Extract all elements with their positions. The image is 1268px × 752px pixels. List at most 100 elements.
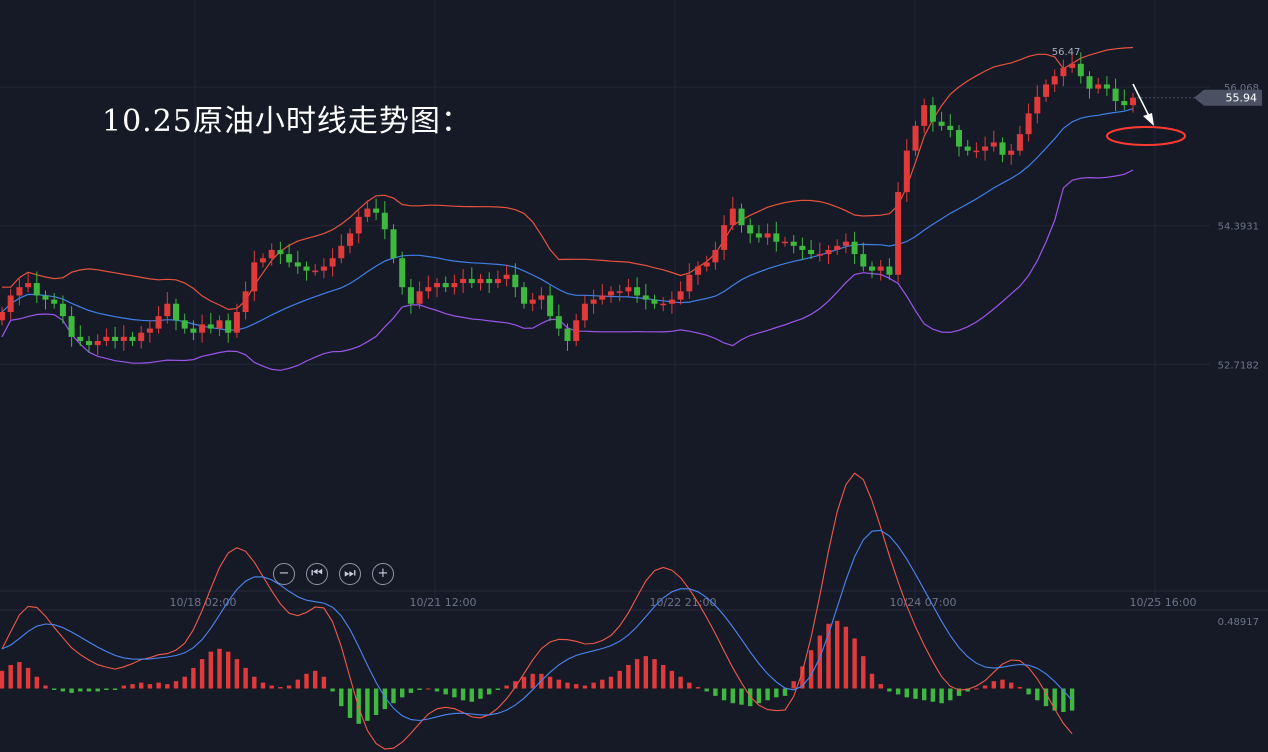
macd-bar-61 (530, 673, 535, 689)
candle-body-72 (625, 287, 632, 292)
candle-body-119 (1034, 96, 1041, 114)
macd-bar-89 (774, 688, 779, 698)
price-axis-label: 54.3931 (1218, 222, 1259, 233)
macd-bar-23 (199, 659, 205, 689)
candle-body-2 (16, 287, 23, 296)
macd-bar-20 (173, 681, 179, 689)
candle-body-4 (33, 283, 40, 296)
macd-axis-label: 0.48917 (1218, 617, 1259, 628)
macd-bar-57 (495, 688, 501, 690)
macd-bar-103 (895, 688, 901, 695)
candle-body-79 (686, 274, 693, 292)
candle-body-92 (799, 245, 806, 250)
candle-body-61 (529, 299, 536, 304)
candle-body-6 (51, 299, 58, 304)
macd-bar-80 (695, 687, 701, 689)
step-back-button[interactable]: ⏮ (306, 563, 328, 585)
candle-body-114 (990, 142, 997, 147)
candle-body-93 (808, 249, 815, 255)
candle-body-76 (660, 303, 667, 306)
macd-bar-122 (1061, 688, 1066, 713)
macd-bar-101 (878, 684, 883, 689)
candle-body-38 (329, 258, 336, 267)
macd-bar-60 (521, 676, 527, 689)
candle-body-51 (442, 283, 449, 288)
macd-bar-17 (147, 684, 153, 689)
macd-bar-2 (17, 662, 22, 689)
macd-bar-113 (982, 685, 988, 689)
macd-bar-67 (582, 685, 588, 689)
macd-bar-104 (904, 688, 909, 698)
candle-body-19 (164, 303, 171, 317)
macd-bar-100 (869, 673, 875, 689)
macd-bar-8 (69, 688, 74, 693)
macd-bar-9 (78, 688, 83, 692)
candle-body-56 (486, 278, 493, 284)
candle-body-40 (347, 233, 353, 246)
candle-body-57 (494, 278, 501, 284)
macd-bar-3 (25, 667, 31, 689)
candle-body-70 (608, 291, 614, 296)
candle-body-65 (564, 328, 571, 341)
time-axis-label: 10/24 07:00 (890, 596, 957, 609)
macd-bar-90 (782, 688, 788, 696)
macd-bar-52 (452, 688, 457, 698)
macd-bar-118 (1026, 688, 1031, 695)
bollinger-upper-line (2, 46, 1134, 311)
macd-bar-88 (765, 688, 770, 701)
candle-body-62 (538, 295, 545, 300)
zoom-in-button[interactable]: + (372, 563, 394, 585)
macd-bar-78 (678, 676, 683, 689)
candle-body-49 (425, 287, 432, 292)
macd-bar-79 (687, 682, 692, 689)
candle-body-63 (547, 295, 554, 317)
zoom-out-button[interactable]: − (273, 563, 295, 585)
macd-bar-19 (165, 684, 170, 689)
candle-body-108 (938, 121, 945, 126)
macd-bar-93 (808, 650, 814, 689)
macd-bar-46 (400, 688, 405, 698)
macd-bar-38 (330, 688, 335, 692)
macd-bar-117 (1017, 687, 1023, 689)
candle-body-118 (1025, 113, 1032, 135)
candle-body-130 (1130, 97, 1136, 106)
candle-body-89 (773, 233, 780, 242)
arrow-shaft (1132, 83, 1152, 121)
candle-body-100 (869, 266, 875, 271)
macd-bar-66 (574, 684, 579, 689)
macd-bar-33 (286, 685, 292, 689)
macd-bar-65 (565, 682, 570, 689)
candle-body-80 (695, 266, 701, 275)
macd-bar-1 (8, 664, 13, 689)
candle-body-95 (825, 249, 832, 255)
time-axis-label: 10/21 12:00 (410, 596, 477, 609)
candle-body-30 (260, 258, 266, 263)
candle-body-13 (112, 336, 119, 341)
macd-bar-6 (52, 688, 57, 690)
macd-line (1, 472, 1073, 750)
macd-bar-111 (965, 688, 970, 692)
candle-body-99 (860, 254, 867, 267)
candle-body-116 (1008, 150, 1015, 155)
arrow-head (1143, 113, 1154, 126)
macd-bar-108 (939, 688, 944, 704)
macd-bar-114 (991, 681, 996, 689)
candle-body-122 (1060, 67, 1067, 77)
candle-body-105 (912, 125, 919, 151)
candle-body-117 (1016, 134, 1023, 151)
macd-bar-43 (373, 688, 379, 715)
candle-body-106 (921, 105, 928, 126)
candle-body-36 (312, 270, 319, 273)
candle-body-75 (651, 299, 658, 304)
candle-body-37 (320, 266, 327, 271)
macd-bar-5 (43, 685, 48, 689)
candle-body-42 (364, 208, 371, 217)
step-forward-button[interactable]: ⏭ (339, 563, 361, 585)
macd-bar-69 (600, 679, 605, 689)
macd-bar-72 (626, 664, 631, 689)
candle-body-8 (68, 316, 75, 337)
candle-body-83 (721, 225, 728, 250)
macd-bar-10 (86, 688, 92, 692)
candle-body-84 (729, 208, 736, 226)
